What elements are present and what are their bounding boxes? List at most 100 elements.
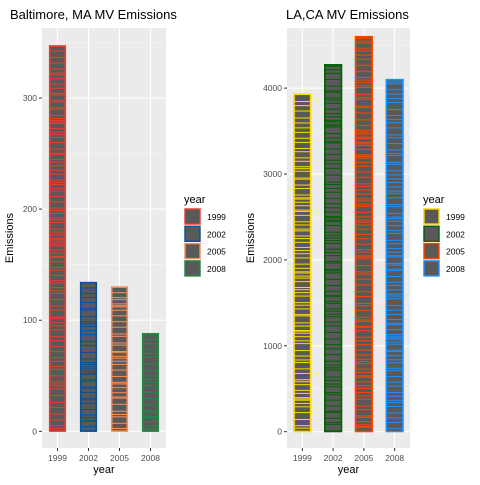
bar-segment (51, 370, 65, 375)
bar-segment (295, 230, 310, 231)
bar-segment (326, 323, 341, 326)
legend-item: 2008 (184, 260, 226, 277)
bar-segment (295, 189, 310, 194)
bar-segment (356, 422, 371, 424)
bar-segment (387, 290, 402, 293)
bar-segment (326, 208, 341, 211)
bar-segment (51, 233, 65, 235)
bar-segment (144, 335, 158, 340)
bar-segment (356, 86, 371, 87)
bar-segment (295, 206, 310, 209)
bar-segment (356, 163, 371, 166)
bar-segment (356, 258, 371, 259)
chart-1: Baltimore, MA MV Emissions0100200300Emis… (4, 7, 226, 476)
bar-segment (356, 95, 371, 97)
bar-segment (51, 124, 65, 128)
bar-segment (387, 156, 402, 162)
bar-segment (356, 393, 371, 395)
bar-segment (82, 311, 96, 317)
bar-segment (356, 98, 371, 99)
bar-segment (113, 405, 127, 411)
bar-segment (51, 323, 65, 325)
bar-segment (387, 82, 402, 83)
bar-segment (144, 364, 158, 369)
bar-segment (51, 352, 65, 357)
bar-segment (113, 429, 127, 430)
bar-segment (51, 58, 65, 63)
bar-segment (326, 378, 341, 380)
bar-segment (295, 297, 310, 303)
bar-segment (387, 138, 402, 143)
bar-segment (326, 302, 341, 303)
bar-segment (295, 251, 310, 253)
bar-segment (356, 39, 371, 41)
bar-segment (387, 207, 402, 213)
bar-segment (356, 226, 371, 229)
bar-segment (144, 380, 158, 382)
bar-segment (82, 325, 96, 326)
bar-segment (51, 317, 65, 318)
bar-segment (51, 70, 65, 73)
bar-segment (356, 184, 371, 185)
bar-segment (51, 79, 65, 83)
bar-segment (295, 369, 310, 373)
legend-item: 1999 (184, 208, 226, 225)
bar-segment (51, 191, 65, 196)
bar-segment (326, 185, 341, 188)
bar-segment (51, 367, 65, 369)
bar-segment (144, 358, 158, 364)
bar-segment (387, 226, 402, 230)
bar-segment (356, 49, 371, 51)
bar-segment (387, 128, 402, 134)
x-tick-label: 2005 (110, 453, 129, 463)
bar-segment (51, 171, 65, 174)
bar-segment (356, 322, 371, 326)
bar-segment (387, 244, 402, 248)
bar-segment (326, 101, 341, 103)
bar-segment (387, 286, 402, 289)
bar-2002 (324, 65, 342, 432)
bar-segment (356, 389, 371, 392)
bar-segment (295, 337, 310, 340)
bar-segment (51, 288, 65, 290)
bar-segment (144, 376, 158, 379)
bar-segment (51, 89, 65, 93)
bar-segment (326, 241, 341, 243)
bar-segment (295, 279, 310, 282)
bar-segment (326, 161, 341, 164)
chart-title: LA,CA MV Emissions (286, 7, 409, 22)
bar-segment (51, 253, 65, 255)
bar-segment (295, 248, 310, 250)
bar-segment (387, 192, 402, 193)
bar-segment (387, 383, 402, 386)
bar-segment (51, 311, 65, 317)
bar-2008 (386, 79, 404, 431)
bar-segment (326, 155, 341, 160)
bar-segment (356, 400, 371, 406)
bar-segment (387, 337, 402, 338)
bar-segment (113, 311, 127, 316)
bar-segment (387, 249, 402, 252)
bar-segment (387, 393, 402, 396)
bar-segment (326, 381, 341, 384)
bar-segment (113, 424, 127, 428)
bar-segment (387, 371, 402, 376)
bar-segment (51, 245, 65, 246)
bar-segment (51, 185, 65, 188)
bar-segment (295, 385, 310, 390)
bar-segment (295, 236, 310, 238)
bar-segment (326, 292, 341, 295)
bar-segment (356, 126, 371, 130)
bar-segment (356, 425, 371, 426)
bar-segment (51, 276, 65, 280)
legend-title: year (184, 194, 206, 206)
legend-label: 1999 (446, 212, 465, 222)
bar-segment (82, 309, 96, 310)
bar-segment (326, 312, 341, 314)
bar-segment (326, 204, 341, 207)
bar-segment (356, 275, 371, 279)
bar-segment (295, 169, 310, 171)
legend-item: 2005 (423, 243, 465, 260)
bar-segment (356, 318, 371, 320)
